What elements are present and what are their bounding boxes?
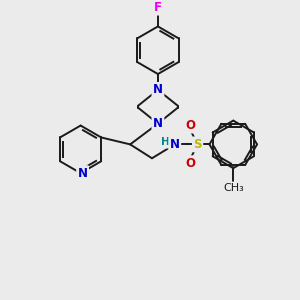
Text: N: N [78,167,88,180]
Text: N: N [153,117,163,130]
Text: O: O [186,157,196,170]
Text: S: S [193,138,202,151]
Text: O: O [186,119,196,132]
Text: CH₃: CH₃ [223,183,244,193]
Text: N: N [153,83,163,96]
Text: N: N [170,138,180,151]
Text: H: H [161,137,170,147]
Text: F: F [154,1,162,14]
